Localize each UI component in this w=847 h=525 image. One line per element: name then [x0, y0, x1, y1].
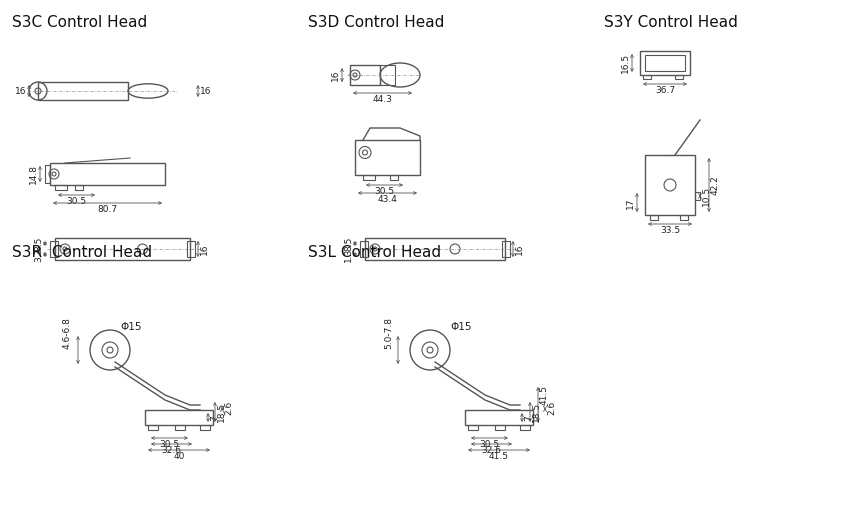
Bar: [495, 425, 505, 430]
Bar: [148, 425, 158, 430]
Bar: [390, 175, 398, 180]
Text: 80.7: 80.7: [97, 205, 118, 214]
Text: 32.6: 32.6: [481, 446, 501, 455]
Text: 41.5: 41.5: [540, 385, 549, 405]
Bar: [145, 410, 213, 425]
Bar: [55, 238, 190, 260]
Bar: [675, 75, 683, 79]
Bar: [465, 410, 533, 425]
Bar: [680, 215, 688, 220]
Text: Φ15: Φ15: [120, 322, 141, 332]
Bar: [50, 163, 165, 185]
Text: 18.5: 18.5: [217, 402, 226, 422]
Text: 17: 17: [626, 197, 635, 209]
Bar: [50, 241, 58, 257]
Bar: [363, 175, 375, 180]
Text: 30.5: 30.5: [374, 187, 394, 196]
Text: 33.5: 33.5: [660, 226, 680, 235]
Text: 16: 16: [200, 87, 212, 96]
Bar: [502, 241, 510, 257]
Text: S3C Control Head: S3C Control Head: [12, 15, 147, 30]
Text: 42.2: 42.2: [711, 175, 720, 195]
Bar: [355, 140, 420, 175]
Bar: [643, 75, 651, 79]
Text: S3R  Control Head: S3R Control Head: [12, 245, 152, 260]
Bar: [350, 65, 380, 85]
Bar: [365, 238, 505, 260]
Bar: [520, 425, 530, 430]
Text: 2.6: 2.6: [547, 401, 556, 415]
Text: 2.6: 2.6: [224, 401, 233, 415]
Bar: [640, 51, 690, 75]
Text: 30.5: 30.5: [159, 440, 179, 449]
Bar: [75, 185, 83, 190]
Bar: [380, 65, 395, 85]
Bar: [45, 165, 50, 183]
Text: 36.7: 36.7: [655, 86, 675, 95]
Text: 43.4: 43.4: [378, 195, 397, 204]
Text: 16: 16: [200, 243, 209, 255]
Text: 5.0-7.8: 5.0-7.8: [384, 317, 393, 349]
Text: 4.6-6.8: 4.6-6.8: [63, 317, 72, 349]
Text: Φ15: Φ15: [450, 322, 472, 332]
Bar: [695, 192, 700, 200]
Text: 30.5: 30.5: [479, 440, 499, 449]
Text: 16: 16: [331, 69, 340, 81]
Text: 16: 16: [515, 243, 524, 255]
Text: 30.5: 30.5: [66, 197, 86, 206]
Bar: [200, 425, 210, 430]
Text: S3L Control Head: S3L Control Head: [308, 245, 441, 260]
Bar: [175, 425, 185, 430]
Text: 3.3: 3.3: [34, 247, 43, 261]
Bar: [650, 215, 658, 220]
Text: 1.3: 1.3: [344, 247, 353, 261]
Text: S3D Control Head: S3D Control Head: [308, 15, 445, 30]
Bar: [468, 425, 478, 430]
Bar: [55, 185, 67, 190]
Text: 7: 7: [210, 415, 219, 421]
Text: 32.6: 32.6: [161, 446, 181, 455]
Text: 7: 7: [524, 415, 533, 421]
Bar: [645, 55, 685, 71]
Text: 44.3: 44.3: [373, 95, 392, 104]
Text: S3Y Control Head: S3Y Control Head: [604, 15, 738, 30]
Bar: [645, 155, 695, 215]
Text: 18.5: 18.5: [532, 402, 541, 422]
Text: 16.5: 16.5: [621, 53, 630, 73]
Text: 8.5: 8.5: [344, 236, 353, 251]
Text: 16: 16: [14, 87, 26, 96]
Text: 8.5: 8.5: [34, 236, 43, 251]
Text: 40: 40: [174, 452, 185, 461]
Bar: [187, 241, 195, 257]
Text: 14.8: 14.8: [29, 164, 38, 184]
Bar: [38, 82, 128, 100]
Text: 41.5: 41.5: [489, 452, 509, 461]
Text: 10.5: 10.5: [702, 186, 711, 206]
Bar: [360, 241, 368, 257]
